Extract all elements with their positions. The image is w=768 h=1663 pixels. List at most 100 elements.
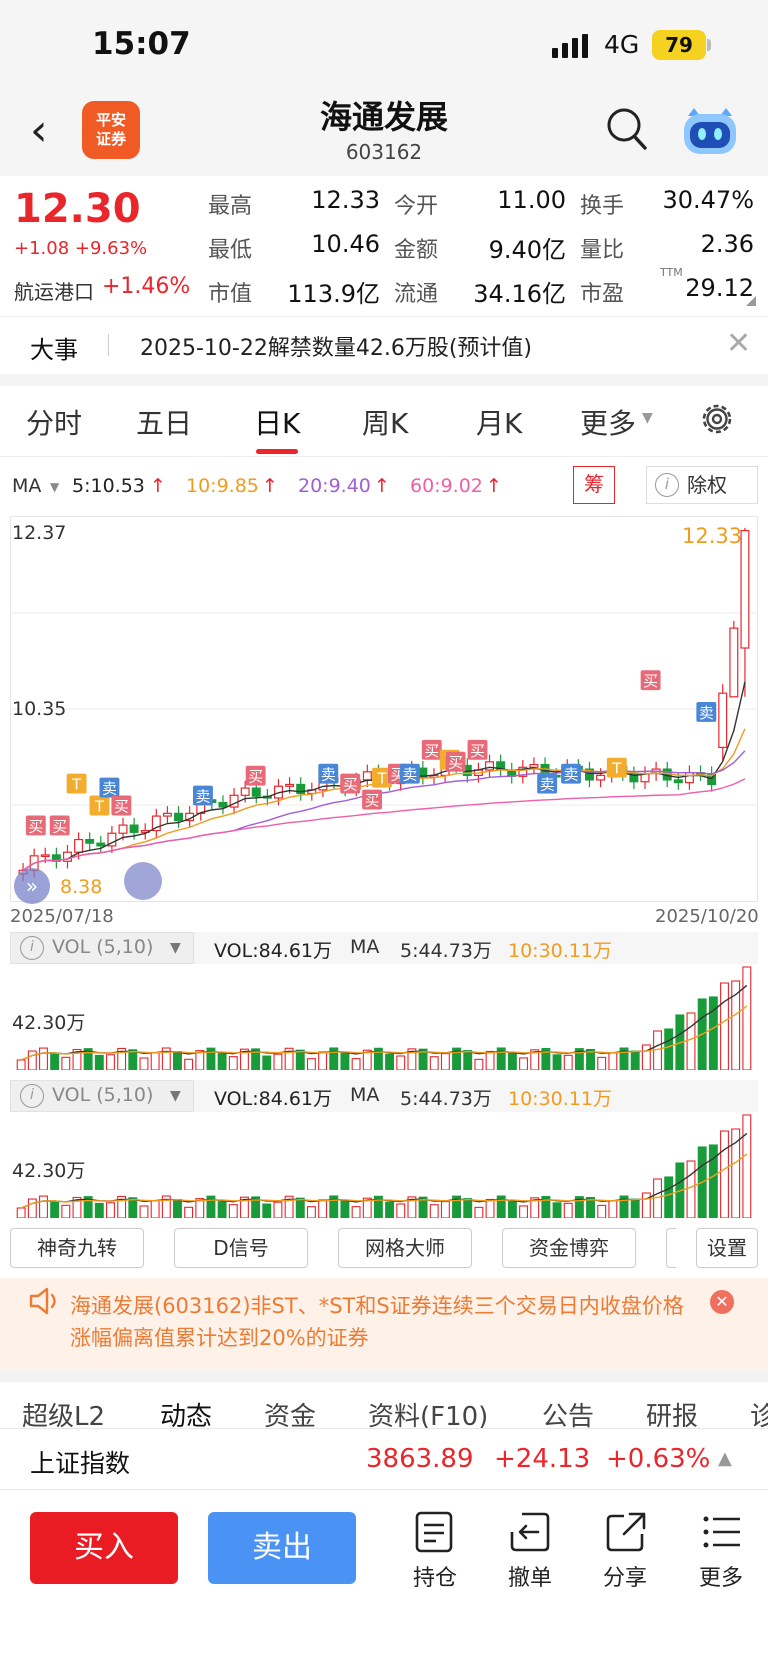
signal-tag-buy[interactable]: 买 (49, 815, 70, 835)
info-icon[interactable]: i (20, 1084, 44, 1108)
tab-five-day[interactable]: 五日 (136, 407, 193, 440)
tab-more[interactable]: 更多 (580, 407, 637, 440)
section-gap (0, 374, 768, 386)
indicator-d-signal-button[interactable]: D信号 (174, 1228, 308, 1268)
chip-distribution-button[interactable]: 筹 (573, 466, 615, 504)
candle (151, 808, 161, 838)
tab-intraday[interactable]: 分时 (26, 407, 83, 440)
signal-tag-buy[interactable]: 买 (467, 739, 488, 760)
indicator-settings-button[interactable]: 设置 (696, 1228, 758, 1268)
robot-assistant-icon[interactable] (680, 104, 740, 156)
signal-tag-buy[interactable]: 买 (111, 795, 132, 816)
svg-text:买: 买 (343, 776, 358, 794)
back-button[interactable]: ‹ (30, 105, 48, 156)
cancel-order-label[interactable]: 撤单 (507, 1566, 552, 1591)
info-tab-funds[interactable]: 资金 (264, 1402, 317, 1432)
signal-tag-sell[interactable]: 卖 (318, 763, 339, 784)
sell-button[interactable]: 卖出 (208, 1512, 356, 1584)
indicator-hidden-button[interactable] (666, 1228, 676, 1268)
info-tab-news[interactable]: 动态 (160, 1402, 213, 1432)
info-tab-l2[interactable]: 超级L2 (22, 1402, 106, 1432)
quote-value-float: 34.16亿 (473, 280, 566, 308)
signal-tag-t[interactable]: T (372, 767, 392, 788)
search-icon[interactable] (606, 106, 648, 152)
broker-logo[interactable]: 平安 证券 (82, 101, 140, 159)
volume-bar (407, 1196, 417, 1218)
candle (629, 766, 639, 789)
tab-monthly-k[interactable]: 月K (476, 407, 523, 440)
sector-name[interactable]: 航运港口 (14, 280, 94, 304)
index-change: +24.13 (494, 1444, 591, 1474)
caret-down-icon[interactable]: ▼ (170, 940, 181, 956)
info-tab-diagnosis[interactable]: 诊 (750, 1402, 768, 1432)
active-tab-indicator (256, 449, 298, 454)
svg-text:买: 买 (424, 742, 439, 760)
close-icon[interactable]: ✕ (710, 1290, 734, 1314)
indicator-fund-game-button[interactable]: 资金博弈 (502, 1228, 636, 1268)
signal-tag-buy[interactable]: 买 (245, 765, 266, 786)
index-ticker-bar[interactable] (0, 1428, 768, 1490)
signal-tag-sell[interactable]: 卖 (399, 763, 420, 784)
volume-bar (463, 1050, 473, 1070)
kline-chart[interactable]: 买买TT卖买卖买卖买买T买卖买T买买卖卖T买卖 (10, 516, 758, 902)
caret-down-icon[interactable]: ▼ (642, 410, 653, 426)
close-icon[interactable]: ✕ (726, 326, 752, 361)
holdings-label[interactable]: 持仓 (412, 1566, 457, 1591)
signal-tag-buy[interactable]: 买 (362, 789, 383, 810)
sector-change[interactable]: +1.46% (102, 274, 191, 299)
indicator-grid-master-button[interactable]: 网格大师 (338, 1228, 472, 1268)
signal-tag-buy[interactable]: 买 (445, 751, 466, 772)
signal-tag-buy[interactable]: 买 (640, 670, 661, 690)
buy-button[interactable]: 买入 (30, 1512, 178, 1584)
signal-tag-t[interactable]: T (606, 757, 627, 778)
candle (429, 768, 439, 785)
volume-bar (396, 1055, 406, 1070)
signal-tag-sell[interactable]: 卖 (99, 777, 120, 798)
info-tab-f10[interactable]: 资料(F10) (368, 1402, 489, 1432)
indicator-nine-turn-button[interactable]: 神奇九转 (10, 1228, 144, 1268)
gear-icon[interactable] (698, 400, 736, 438)
ex-rights-button[interactable]: 除权 (646, 466, 758, 504)
share-icon[interactable] (604, 1510, 648, 1554)
caret-down-icon[interactable]: ▼ (170, 1088, 181, 1104)
tab-weekly-k[interactable]: 周K (362, 407, 409, 440)
cancel-order-icon[interactable] (508, 1510, 552, 1554)
corner-expand-icon[interactable] (746, 296, 756, 306)
more-label[interactable]: 更多 (698, 1566, 743, 1591)
signal-tag-sell[interactable]: 卖 (561, 763, 581, 784)
signal-tag-buy[interactable]: 买 (25, 815, 46, 835)
signal-tag-buy[interactable]: 买 (421, 739, 442, 760)
signal-tag-sell[interactable]: 卖 (696, 702, 717, 722)
ma-selector[interactable]: MA (12, 475, 42, 497)
info-icon[interactable]: i (655, 473, 679, 497)
quote-label-pe: 市盈 (580, 282, 625, 307)
volume-chart-1[interactable] (10, 966, 758, 1070)
caret-down-icon[interactable]: ▼ (50, 480, 60, 494)
more-menu-icon[interactable] (700, 1510, 744, 1554)
volume-bar (173, 1050, 182, 1070)
drag-handle[interactable] (124, 862, 162, 900)
signal-tag-sell[interactable]: 卖 (192, 785, 213, 806)
expand-up-icon[interactable]: ▲ (718, 1448, 732, 1469)
svg-text:T: T (611, 760, 622, 778)
signal-tag-t[interactable]: T (89, 795, 110, 816)
signal-tag-t[interactable]: T (66, 773, 87, 794)
ma60-value: 60:9.02 (410, 475, 483, 497)
signal-tag-sell[interactable]: 卖 (537, 773, 558, 794)
candle (684, 765, 694, 790)
logo-text-1: 平安 (95, 111, 126, 129)
signal-tag-buy[interactable]: 买 (340, 773, 361, 794)
info-tab-reports[interactable]: 研报 (646, 1402, 699, 1432)
volume-bar (686, 1160, 696, 1218)
notice-text[interactable]: 海通发展(603162)非ST、*ST和S证券连续三个交易日内收盘价格涨幅偏离值… (70, 1294, 684, 1350)
event-bar[interactable] (0, 316, 768, 374)
share-label[interactable]: 分享 (602, 1566, 647, 1591)
info-icon[interactable]: i (20, 936, 44, 960)
quote-value-pe: 29.12 (685, 274, 754, 302)
tab-daily-k[interactable]: 日K (254, 407, 301, 440)
event-text[interactable]: 2025-10-22解禁数量42.6万股(预计值) (140, 336, 533, 361)
volume-chart-2[interactable] (10, 1114, 758, 1218)
info-tab-announcements[interactable]: 公告 (542, 1402, 595, 1432)
expand-icon[interactable]: » (14, 868, 50, 904)
holdings-icon[interactable] (412, 1510, 456, 1554)
